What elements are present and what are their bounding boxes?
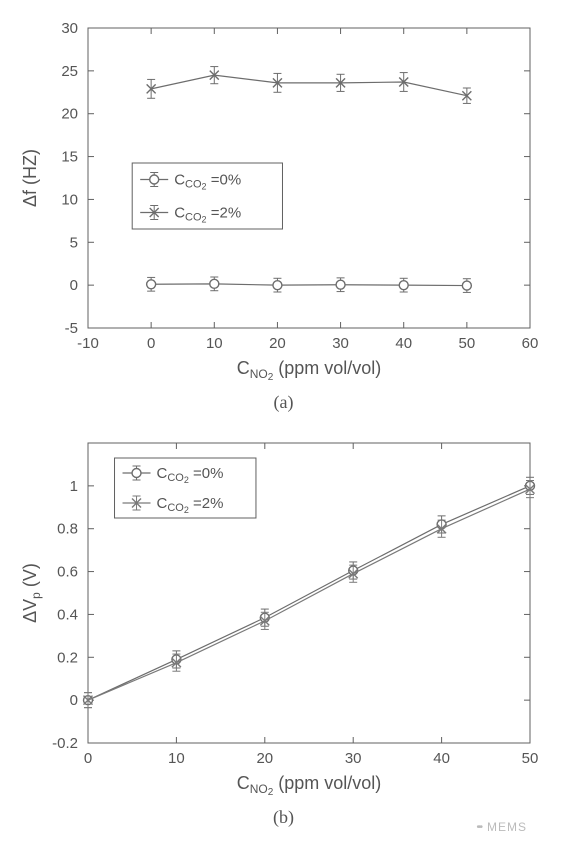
svg-text:-10: -10 <box>77 335 99 352</box>
chart-a: -10 0 10 20 30 40 50 60 -5 0 5 10 15 20 25 30 CNO2 (ppm … <box>10 10 557 413</box>
subplot-label-b: (b) <box>10 807 557 828</box>
watermark: •••MEMS <box>476 820 527 834</box>
svg-text:30: 30 <box>345 750 362 767</box>
svg-text:CCO2 =2%: CCO2 =2% <box>157 495 224 515</box>
subplot-label-a: (a) <box>10 392 557 413</box>
svg-text:CCO2 =0%: CCO2 =0% <box>157 465 224 485</box>
svg-text:0.4: 0.4 <box>57 606 78 623</box>
svg-text:20: 20 <box>269 335 286 352</box>
chart-b-svg: 0 10 20 30 40 50 -0.2 0 0.2 0.4 0.6 0.8 1 CNO2 (ppm v… <box>10 425 550 805</box>
svg-text:CNO2 (ppm vol/vol): CNO2 (ppm vol/vol) <box>237 773 382 798</box>
svg-text:ΔVp (V): ΔVp (V) <box>20 563 43 623</box>
svg-text:50: 50 <box>522 750 539 767</box>
svg-text:CCO2 =2%: CCO2 =2% <box>174 205 241 225</box>
svg-text:0.6: 0.6 <box>57 564 78 581</box>
svg-text:0.8: 0.8 <box>57 521 78 538</box>
svg-text:30: 30 <box>61 20 78 37</box>
svg-text:20: 20 <box>256 750 273 767</box>
svg-text:CCO2 =0%: CCO2 =0% <box>174 172 241 192</box>
svg-text:10: 10 <box>168 750 185 767</box>
svg-text:0.2: 0.2 <box>57 649 78 666</box>
svg-text:30: 30 <box>332 335 349 352</box>
svg-text:25: 25 <box>61 63 78 80</box>
svg-text:Δf (HZ): Δf (HZ) <box>20 149 40 207</box>
svg-text:0: 0 <box>70 277 78 294</box>
svg-text:10: 10 <box>61 191 78 208</box>
svg-text:0: 0 <box>84 750 92 767</box>
svg-text:5: 5 <box>70 234 78 251</box>
svg-text:50: 50 <box>459 335 476 352</box>
svg-text:0: 0 <box>147 335 155 352</box>
svg-text:0: 0 <box>70 692 78 709</box>
svg-text:60: 60 <box>522 335 539 352</box>
svg-text:-5: -5 <box>65 320 78 337</box>
svg-text:1: 1 <box>70 478 78 495</box>
svg-text:20: 20 <box>61 106 78 123</box>
svg-text:-0.2: -0.2 <box>52 735 78 752</box>
chart-b: 0 10 20 30 40 50 -0.2 0 0.2 0.4 0.6 0.8 1 CNO2 (ppm v… <box>10 425 557 828</box>
svg-text:CNO2 (ppm vol/vol): CNO2 (ppm vol/vol) <box>237 358 382 383</box>
svg-text:15: 15 <box>61 149 78 166</box>
svg-text:40: 40 <box>395 335 412 352</box>
chart-a-svg: -10 0 10 20 30 40 50 60 -5 0 5 10 15 20 25 30 CNO2 (ppm … <box>10 10 550 390</box>
svg-text:10: 10 <box>206 335 223 352</box>
svg-text:40: 40 <box>433 750 450 767</box>
